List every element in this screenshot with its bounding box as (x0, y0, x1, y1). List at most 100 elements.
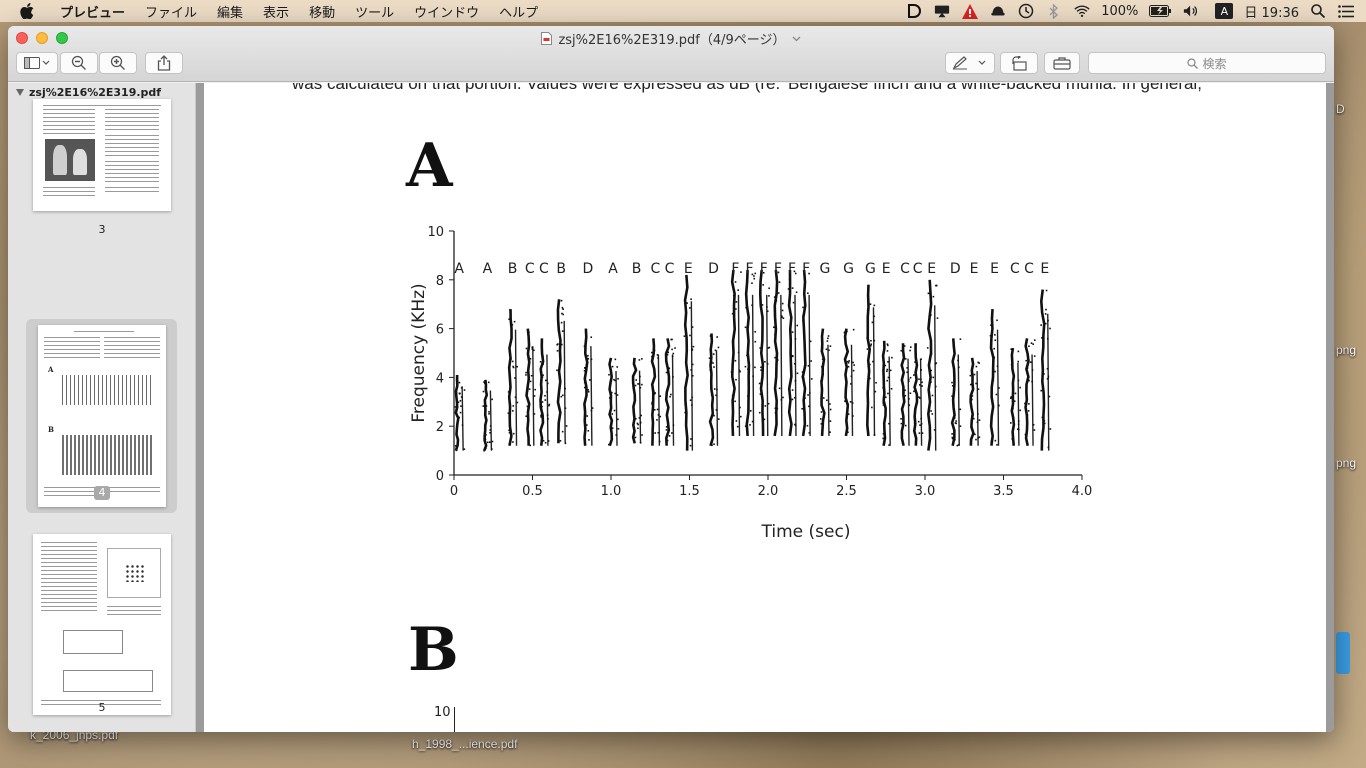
syllable-label: B (556, 261, 566, 277)
syllable-f (730, 269, 742, 437)
zoom-in-button[interactable] (99, 52, 137, 74)
zoom-out-icon (71, 55, 86, 70)
airplay-display-icon[interactable] (934, 3, 950, 19)
document-view[interactable]: was calculated on that portion. Values w… (196, 83, 1334, 732)
volume-icon[interactable] (1183, 3, 1199, 19)
syllable-label: E (970, 261, 979, 277)
x-tick-label: 0 (450, 484, 458, 499)
syllable-d (583, 328, 594, 446)
syllable-label: C (525, 261, 535, 277)
desktop-file-label[interactable]: h_1998_...ience.pdf (412, 737, 518, 751)
markup-pen-button[interactable] (945, 52, 995, 74)
menu-file[interactable]: ファイル (145, 5, 198, 21)
menubar-clock[interactable]: 日 19:36 (1244, 5, 1299, 21)
cloud-app-icon[interactable] (990, 3, 1006, 19)
y-tick-label: 4 (436, 371, 444, 386)
menu-window[interactable]: ウインドウ (414, 5, 480, 21)
figure-label-a: A (406, 131, 453, 201)
bluetooth-icon[interactable] (1046, 3, 1062, 19)
syllable-c (650, 338, 662, 446)
syllable-e (881, 340, 893, 446)
page-thumbnail-5[interactable] (33, 534, 171, 715)
y-tick-label: 10 (427, 225, 444, 240)
page-thumbnail-3[interactable] (33, 99, 171, 211)
wifi-icon[interactable] (1074, 3, 1090, 19)
y-tick-label: 8 (436, 274, 444, 289)
menu-tools[interactable]: ツール (355, 5, 395, 21)
syllable-f (773, 269, 785, 437)
body-text-left-column: was calculated on that portion. Values w… (292, 83, 781, 93)
syllable-label: C (650, 261, 660, 277)
syllable-label: F (746, 261, 754, 277)
syllable-a (454, 374, 466, 452)
y-tick-label: 2 (436, 420, 444, 435)
desktop-file-label[interactable]: png (1336, 456, 1357, 470)
page-thumbnail-4[interactable]: A B (38, 325, 166, 507)
menu-bar: プレビュー ファイル 編集 表示 移動 ツール ウインドウ ヘルプ 100% (0, 0, 1366, 22)
syllable-g (819, 328, 832, 437)
syllable-label: G (820, 261, 831, 277)
input-source-icon[interactable]: A (1215, 3, 1234, 19)
syllable-b (507, 309, 519, 446)
syllable-label: F (802, 261, 810, 277)
zoom-button[interactable] (56, 32, 68, 44)
syllable-label: E (1040, 261, 1049, 277)
share-button[interactable] (145, 52, 183, 74)
rotate-icon (1012, 55, 1027, 71)
sidebar-document-name: zsj%2E16%2E319.pdf (29, 86, 162, 99)
syllable-label: E (684, 261, 693, 277)
syllable-g (843, 328, 855, 437)
notification-center-icon[interactable] (1338, 3, 1354, 19)
x-tick-label: 2.0 (758, 484, 779, 499)
syllable-d (708, 333, 720, 447)
dictionary-icon[interactable] (906, 3, 922, 19)
minimize-button[interactable] (36, 32, 48, 44)
syllable-label: C (1024, 261, 1034, 277)
syllable-label: E (927, 261, 936, 277)
chevron-down-icon[interactable] (792, 36, 801, 42)
zoom-out-button[interactable] (60, 52, 98, 74)
disclosure-triangle-icon[interactable] (16, 89, 24, 96)
close-button[interactable] (16, 32, 28, 44)
sidebar-document-header[interactable]: zsj%2E16%2E319.pdf (16, 86, 161, 99)
syllable-c (912, 343, 924, 446)
syllable-label: C (1010, 261, 1020, 277)
apple-icon[interactable] (20, 3, 34, 19)
syllable-label: C (900, 261, 910, 277)
sidebar-icon (24, 57, 50, 69)
search-field[interactable]: 検索 (1088, 52, 1326, 74)
syllable-f (787, 270, 799, 437)
rotate-button[interactable] (1000, 52, 1038, 74)
syllable-label: A (608, 261, 618, 277)
thumbnail-figure-label-b: B (48, 425, 54, 434)
window-title: zsj%2E16%2E319.pdf（4/9ページ） (558, 33, 786, 48)
syllable-label: F (760, 261, 768, 277)
menu-help[interactable]: ヘルプ (499, 5, 539, 21)
zoom-in-icon (110, 55, 125, 70)
battery-icon[interactable] (1149, 3, 1172, 19)
desktop-file-label[interactable]: png (1336, 343, 1357, 357)
figure-label-b: B (408, 615, 459, 685)
syllable-b (631, 357, 643, 444)
pen-icon (952, 56, 986, 70)
warning-icon[interactable] (962, 3, 979, 19)
menu-view[interactable]: 表示 (263, 5, 290, 21)
search-icon (1187, 57, 1199, 69)
syllable-c (1024, 338, 1036, 446)
battery-percentage[interactable]: 100% (1101, 3, 1139, 19)
window-title-area[interactable]: zsj%2E16%2E319.pdf（4/9ページ） (8, 29, 1334, 48)
menu-edit[interactable]: 編集 (217, 5, 244, 21)
syllable-label: A (454, 261, 464, 277)
markup-toolbox-button[interactable] (1044, 52, 1080, 74)
menu-go[interactable]: 移動 (309, 5, 336, 21)
x-tick-label: 1.0 (601, 484, 622, 499)
time-machine-icon[interactable] (1018, 3, 1034, 19)
spotlight-search-icon[interactable] (1310, 3, 1326, 19)
sidebar-toggle-button[interactable] (16, 52, 58, 74)
preview-window: zsj%2E16%2E319.pdf（4/9ページ） 検索 (8, 26, 1334, 732)
syllable-d (950, 338, 962, 447)
desktop-file-label[interactable]: D (1336, 102, 1345, 116)
desktop-folder-icon[interactable] (1336, 632, 1350, 674)
menu-app-name[interactable]: プレビュー (60, 5, 126, 21)
x-tick-label: 3.5 (993, 484, 1014, 499)
